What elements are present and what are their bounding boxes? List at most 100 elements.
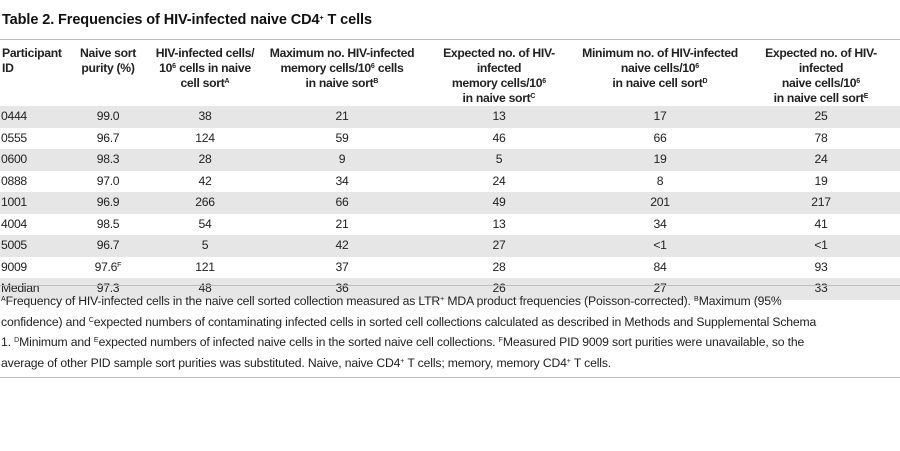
header-text: in naive sort: [462, 91, 531, 105]
cell-participant-id: 0555: [1, 130, 27, 145]
cell-participant-id: Median: [0, 278, 70, 300]
header-text: naive cells/10: [781, 76, 857, 90]
cell-expected-memory: 27: [420, 235, 578, 257]
footnote-text: T cells; memory, memory CD4: [404, 355, 567, 370]
cell-infected: 121: [195, 259, 215, 274]
cell-expected-memory: 28: [492, 259, 506, 274]
cell-infected: 54: [198, 216, 212, 231]
footnote-text: expected numbers of contaminating infect…: [93, 314, 817, 329]
table-row: 4004 98.5 54 21 13 34 41: [0, 214, 900, 236]
header-footnote-marker: C: [530, 93, 536, 100]
cell-participant-id: 0600: [0, 149, 70, 171]
cell-max-memory: 59: [335, 130, 349, 145]
header-superscript: 6: [370, 63, 375, 70]
header-superscript: 6: [172, 63, 177, 70]
cell-purity: 98.3: [70, 149, 146, 171]
cell-expected-memory: 26: [420, 278, 578, 300]
header-line: cell sortA: [148, 76, 262, 91]
col-header-participant-id: Participant ID: [0, 46, 70, 106]
header-line: memory cells/106 cells: [266, 61, 418, 76]
table-row: 0555 96.7 124 59 46 66 78: [0, 128, 900, 150]
cell-infected: 48: [146, 278, 264, 300]
cell-expected-naive: 93: [814, 259, 828, 274]
header-footnote-marker: A: [224, 78, 230, 85]
header-text: cells: [374, 61, 404, 75]
header-line: ID: [2, 61, 14, 75]
header-text: 10: [159, 61, 173, 75]
header-line: Minimum no. of HIV-infected: [582, 46, 738, 60]
header-line: Participant: [2, 46, 62, 60]
table-row: 0600 98.3 28 9 5 19 24: [0, 149, 900, 171]
cell-infected: 42: [198, 173, 212, 188]
header-line: HIV-infected cells/: [155, 46, 255, 60]
cell-expected-naive: 41: [814, 216, 828, 231]
footnote-superscript: +: [440, 296, 445, 303]
table-row: 0888 97.0 42 34 24 8 19: [0, 171, 900, 193]
cell-expected-memory: 5: [420, 149, 578, 171]
purity-value: 96.9: [96, 195, 120, 209]
cell-expected-naive: 25: [742, 106, 900, 128]
cell-purity: 97.6F: [70, 257, 146, 279]
cell-min-naive: <1: [578, 235, 742, 257]
cell-expected-naive: 217: [742, 192, 900, 214]
cell-expected-naive: <1: [742, 235, 900, 257]
cell-min-naive: 84: [653, 259, 667, 274]
footnote-line: average of other PID sample sort puritie…: [1, 353, 900, 374]
cell-expected-naive: 78: [814, 130, 828, 145]
col-header-expected-infected-naive: Expected no. of HIV-infected naive cells…: [742, 46, 900, 106]
footnote-line: AFrequency of HIV-infected cells in the …: [1, 291, 900, 312]
header-footnote-marker: D: [702, 78, 708, 85]
purity-value: 99.0: [96, 109, 120, 123]
cell-purity: 97.3: [70, 278, 146, 300]
cell-min-naive: 19: [578, 149, 742, 171]
header-text: memory cells/10: [280, 61, 372, 75]
header-row: Participant ID Naive sort purity (%) HIV…: [0, 46, 900, 106]
table-row: 9009 97.6F 121 37 28 84 93: [0, 257, 900, 279]
header-superscript: 6: [542, 78, 547, 85]
header-superscript: 6: [695, 63, 700, 70]
footnote-marker: C: [88, 316, 94, 324]
cell-infected: 38: [146, 106, 264, 128]
purity-value: 98.5: [96, 216, 120, 231]
cell-max-memory: 21: [335, 216, 349, 231]
cell-max-memory: 36: [264, 278, 420, 300]
purity-value: 97.3: [96, 281, 120, 295]
header-text: cells in naive: [176, 61, 251, 75]
header-line: purity (%): [81, 61, 135, 75]
cell-expected-memory: 13: [492, 216, 506, 231]
table-row: 1001 96.9 266 66 49 201 217: [0, 192, 900, 214]
cell-max-memory: 21: [264, 106, 420, 128]
header-text: naive cells/10: [620, 61, 696, 75]
cell-min-naive: 27: [578, 278, 742, 300]
cell-min-naive: 34: [653, 216, 667, 231]
cell-min-naive: 201: [578, 192, 742, 214]
header-line: naive cells/106: [580, 61, 740, 76]
header-text: cell sort: [180, 76, 225, 90]
cell-max-memory: 66: [264, 192, 420, 214]
footnote-text: Frequency of HIV-infected cells in the n…: [5, 294, 441, 308]
cell-max-memory: 37: [335, 259, 349, 274]
cell-purity: 96.7: [70, 235, 146, 257]
col-header-min-infected-naive: Minimum no. of HIV-infected naive cells/…: [578, 46, 742, 106]
cell-max-memory: 9: [264, 149, 420, 171]
header-line: in naive sortB: [266, 76, 418, 91]
footnote-text: confidence) and: [1, 314, 89, 329]
footnote-marker: A: [1, 296, 6, 303]
header-line: in naive cell sortE: [744, 91, 898, 106]
cell-infected: 28: [146, 149, 264, 171]
top-rule: [0, 39, 900, 40]
title-suffix: T cells: [323, 12, 372, 28]
cell-infected: 266: [146, 192, 264, 214]
purity-value: 96.7: [96, 238, 120, 252]
cell-participant-id: 0888: [1, 173, 27, 188]
cell-min-naive: 8: [656, 173, 664, 188]
cell-purity: 96.7: [70, 128, 146, 150]
header-footnote-marker: E: [863, 93, 869, 100]
cell-min-naive: 66: [653, 130, 667, 145]
table-title: Table 2. Frequencies of HIV-infected nai…: [2, 12, 372, 28]
purity-value: 96.7: [96, 130, 120, 145]
footnote-text: 1.: [1, 335, 15, 350]
purity-value: 97.6: [94, 259, 118, 274]
cell-purity: 98.5: [70, 214, 146, 236]
